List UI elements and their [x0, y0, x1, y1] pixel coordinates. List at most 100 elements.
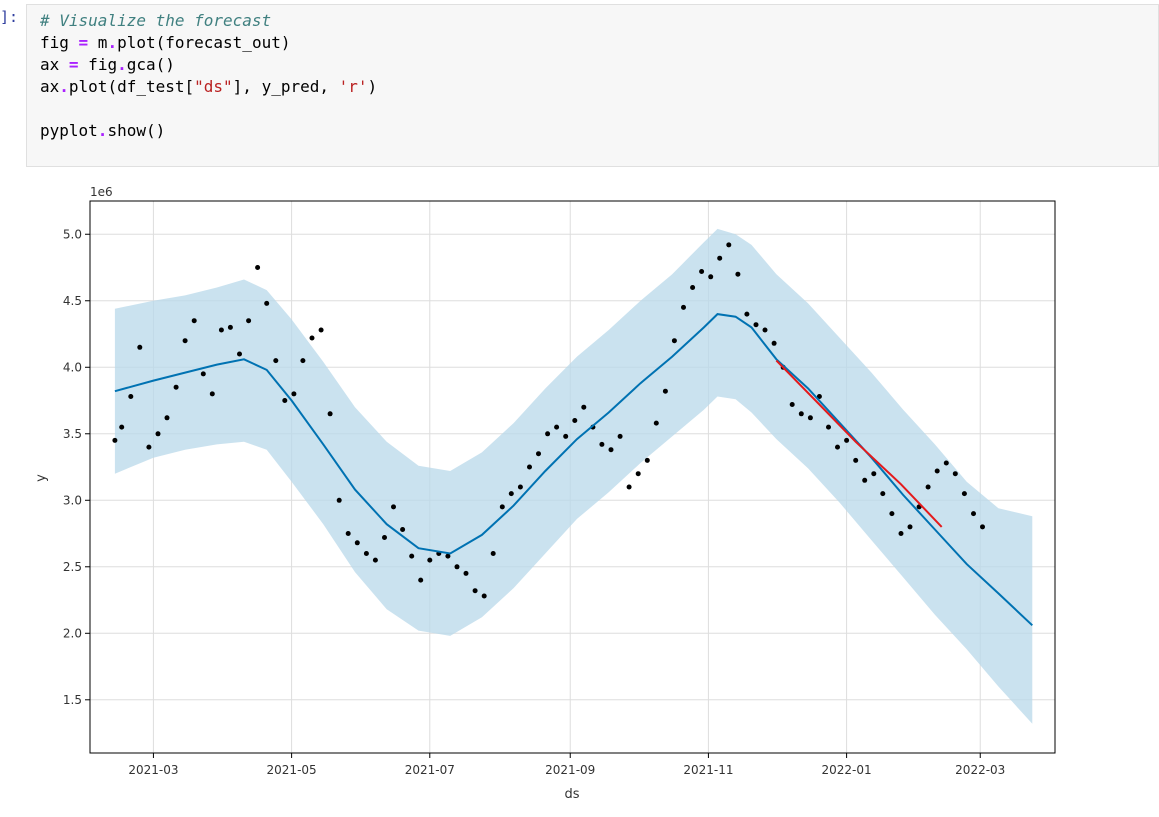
observed-point — [708, 274, 714, 280]
code-token: 'r' — [338, 77, 368, 96]
observed-point — [354, 540, 360, 546]
observed-point — [527, 464, 532, 470]
observed-point — [318, 327, 324, 333]
code-token: = — [68, 55, 79, 74]
y-axis-ticks: 1.5 2.0 2.5 3.0 3.5 4.0 4.5 5.0 — [63, 227, 90, 707]
observed-point — [581, 404, 587, 410]
observed-point — [336, 497, 342, 503]
observed-point — [291, 391, 297, 397]
x-tick-label: 2021-11 — [683, 763, 733, 777]
observed-point — [264, 300, 270, 306]
y-axis-label: y — [34, 474, 49, 482]
observed-point — [617, 433, 623, 439]
observed-point — [246, 318, 252, 324]
code-line — [40, 98, 1158, 120]
y-tick-label: 4.0 — [63, 360, 82, 374]
observed-point — [971, 511, 976, 517]
observed-point — [273, 358, 279, 364]
observed-point — [391, 504, 396, 510]
observed-point — [345, 531, 351, 536]
observed-point — [835, 444, 840, 450]
observed-point — [572, 418, 578, 423]
observed-points — [112, 242, 985, 599]
code-token: show() — [107, 121, 166, 140]
y-tick-label: 2.0 — [63, 626, 82, 640]
observed-point — [237, 351, 242, 357]
observed-point — [744, 311, 750, 317]
code-token: ax — [40, 77, 60, 96]
code-token: ], y_pred, — [232, 77, 339, 96]
observed-point — [880, 491, 886, 497]
observed-point — [137, 344, 143, 350]
observed-point — [789, 402, 795, 407]
prediction-line — [775, 359, 943, 528]
observed-point — [771, 340, 777, 346]
observed-point — [753, 322, 759, 328]
x-tick-label: 2021-05 — [267, 763, 317, 777]
code-token: plot(forecast_out) — [117, 33, 291, 52]
observed-point — [871, 471, 877, 477]
observed-point — [191, 318, 197, 324]
observed-point — [826, 424, 831, 430]
x-axis-ticks: 2021-03 2021-05 2021-07 2021-09 2021-11 2022-… — [128, 753, 1005, 777]
x-tick-label: 2022-03 — [955, 763, 1005, 777]
observed-point — [309, 335, 315, 341]
observed-point — [119, 424, 125, 430]
code-token: . — [97, 121, 108, 140]
plot-frame — [89, 200, 1056, 754]
observed-point — [563, 433, 569, 439]
observed-point — [980, 524, 985, 530]
observed-point — [717, 255, 723, 261]
observed-point — [400, 527, 406, 532]
observed-point — [943, 460, 949, 466]
code-line: # Visualize the forecast — [40, 10, 1158, 32]
observed-point — [472, 588, 478, 594]
observed-point — [608, 447, 614, 453]
observed-point — [173, 384, 179, 390]
cell-prompt: ]: — [0, 8, 19, 26]
observed-point — [853, 457, 859, 463]
observed-point — [807, 415, 813, 421]
code-token: = — [78, 33, 89, 52]
observed-point — [690, 285, 696, 290]
observed-point — [635, 471, 641, 477]
observed-point — [227, 324, 233, 330]
observed-point — [155, 431, 161, 437]
observed-point — [925, 484, 931, 490]
code-line: fig = m.plot(forecast_out) — [40, 32, 1158, 54]
y-tick-label: 2.5 — [63, 560, 82, 574]
observed-point — [889, 511, 895, 517]
observed-point — [681, 304, 686, 310]
observed-point — [218, 327, 224, 333]
observed-point — [372, 557, 378, 563]
observed-point — [112, 437, 118, 443]
observed-point — [653, 420, 659, 426]
observed-point — [182, 338, 188, 344]
observed-point — [418, 577, 424, 583]
observed-point — [798, 411, 804, 417]
code-editor[interactable]: # Visualize the forecast fig = m.plot(for… — [27, 5, 1158, 142]
y-tick-label: 3.0 — [63, 493, 82, 507]
code-line: ax.plot(df_test["ds"], y_pred, 'r') — [40, 76, 1158, 98]
code-token: fig — [78, 55, 118, 74]
observed-point — [961, 491, 967, 497]
observed-point — [200, 371, 206, 377]
observed-point — [907, 524, 913, 530]
observed-point — [517, 484, 523, 490]
code-token: . — [107, 33, 118, 52]
code-token: # Visualize the forecast — [40, 11, 272, 30]
code-cell[interactable]: # Visualize the forecast fig = m.plot(for… — [26, 4, 1159, 167]
x-axis-label: ds — [564, 787, 579, 802]
observed-point — [499, 504, 505, 510]
observed-point — [463, 570, 469, 576]
code-token: ) — [367, 77, 378, 96]
observed-point — [146, 444, 152, 450]
x-tick-label: 2021-07 — [405, 763, 455, 777]
code-token: fig — [40, 33, 79, 52]
code-token: pyplot — [40, 121, 98, 140]
observed-point — [481, 593, 487, 599]
observed-point — [599, 441, 605, 447]
y-offset-label: 1e6 — [90, 185, 113, 199]
observed-point — [762, 327, 768, 333]
code-token: ax — [40, 55, 69, 74]
